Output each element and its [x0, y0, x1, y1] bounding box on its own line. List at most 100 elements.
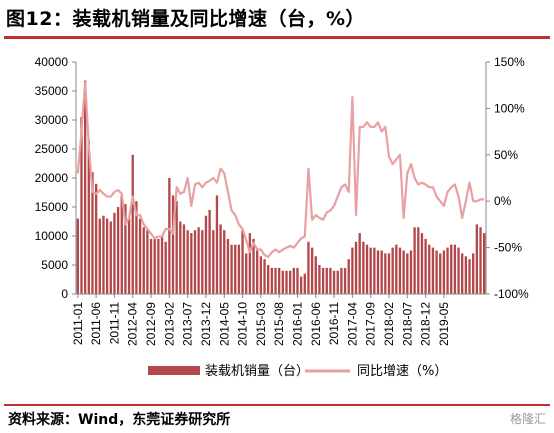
bar-94	[420, 233, 424, 294]
x-tick-label-9: 2014-10	[236, 302, 250, 346]
bar-99	[439, 253, 442, 294]
bar-96	[428, 244, 431, 294]
bar-25	[168, 178, 171, 294]
bar-92	[413, 227, 416, 294]
right-tick-label-2: 0%	[494, 194, 512, 208]
bar-7	[102, 215, 105, 294]
bar-15	[131, 154, 134, 294]
x-tick-label-2: 2011-11	[107, 302, 121, 345]
bar-34	[201, 230, 204, 294]
bar-62	[303, 273, 306, 294]
bar-45	[241, 230, 244, 294]
footer-rule	[4, 404, 550, 406]
left-tick-label-5: 25000	[35, 142, 69, 156]
bar-83	[380, 250, 383, 294]
bar-30	[186, 230, 189, 294]
legend: 装载机销量（台） 同比增速（%）	[148, 364, 447, 379]
right-tick-label-4: 100%	[494, 101, 525, 115]
bar-14	[127, 218, 131, 294]
bar-46	[245, 253, 248, 294]
x-tick-label-20: 2019-05	[437, 302, 451, 346]
bar-38	[215, 195, 219, 294]
bar-72	[340, 267, 343, 294]
bar-98	[435, 250, 438, 294]
bar-47	[248, 233, 252, 294]
bar-81	[373, 247, 376, 294]
line-layer	[76, 81, 485, 258]
bar-80	[369, 247, 372, 294]
bar-28	[179, 221, 182, 294]
bar-11	[116, 207, 120, 294]
x-tick-label-16: 2017-09	[364, 302, 378, 346]
x-tick-label-14: 2016-11	[327, 302, 341, 345]
bar-26	[171, 195, 175, 294]
right-tick-label-0: -100%	[494, 287, 529, 301]
x-tick-label-11: 2015-08	[272, 302, 286, 346]
bar-43	[234, 244, 237, 294]
legend-bar-swatch	[148, 366, 200, 375]
bar-106	[464, 256, 468, 294]
right-tick-label-5: 150%	[494, 55, 525, 69]
left-tick-label-7: 35000	[35, 84, 69, 98]
bar-63	[307, 241, 310, 294]
left-tick-label-6: 30000	[35, 113, 69, 127]
bar-74	[347, 259, 350, 294]
bar-17	[138, 218, 142, 294]
bar-90	[406, 253, 409, 294]
bar-37	[212, 230, 215, 294]
left-tick-label-3: 15000	[35, 200, 69, 214]
bar-60	[296, 267, 299, 294]
bar-39	[219, 224, 222, 294]
bar-66	[318, 265, 321, 294]
bar-103	[453, 244, 457, 294]
axis-layer: 0 5000 10000 15000 20000 25000 30000 35000 40000…	[35, 55, 529, 346]
growth-line	[76, 81, 485, 258]
bar-102	[450, 244, 453, 294]
bar-68	[325, 267, 328, 294]
left-tick-label-1: 5000	[41, 258, 68, 272]
bar-77	[358, 233, 361, 294]
bar-9	[109, 221, 112, 294]
bar-18	[142, 227, 145, 294]
x-tick-label-15: 2017-04	[345, 302, 359, 346]
bar-110	[479, 227, 482, 294]
watermark: 格隆汇	[509, 412, 546, 426]
bar-97	[431, 247, 435, 294]
bar-88	[398, 247, 402, 294]
left-tick-label-8: 40000	[35, 55, 69, 69]
bar-59	[292, 267, 295, 294]
bar-2	[83, 80, 87, 294]
bar-64	[310, 247, 314, 294]
bar-58	[288, 270, 292, 294]
bar-32	[193, 230, 197, 294]
bar-24	[164, 241, 167, 294]
x-tick-label-8: 2014-05	[217, 302, 231, 346]
bar-23	[160, 236, 164, 294]
bar-100	[442, 250, 446, 294]
bar-107	[468, 259, 471, 294]
bar-75	[351, 247, 354, 294]
right-tick-label-3: 50%	[494, 148, 518, 162]
left-tick-label-2: 10000	[35, 229, 69, 243]
bar-101	[446, 247, 449, 294]
legend-bar-label: 装载机销量（台）	[205, 364, 309, 379]
bar-82	[376, 250, 380, 294]
bar-35	[204, 215, 208, 294]
bar-108	[472, 253, 475, 294]
bar-1	[80, 117, 83, 294]
x-tick-label-7: 2013-12	[199, 302, 213, 346]
bar-89	[402, 250, 405, 294]
bar-48	[252, 238, 255, 294]
x-tick-label-1: 2011-06	[89, 302, 103, 345]
bar-91	[409, 250, 413, 294]
x-tick-label-18: 2018-07	[400, 302, 414, 346]
bar-67	[321, 267, 325, 294]
bar-50	[259, 256, 263, 294]
bar-21	[153, 238, 156, 294]
x-tick-label-17: 2018-02	[382, 302, 396, 346]
bar-3	[87, 140, 90, 294]
bar-31	[190, 233, 193, 294]
bar-13	[124, 204, 127, 294]
bar-104	[457, 247, 460, 294]
